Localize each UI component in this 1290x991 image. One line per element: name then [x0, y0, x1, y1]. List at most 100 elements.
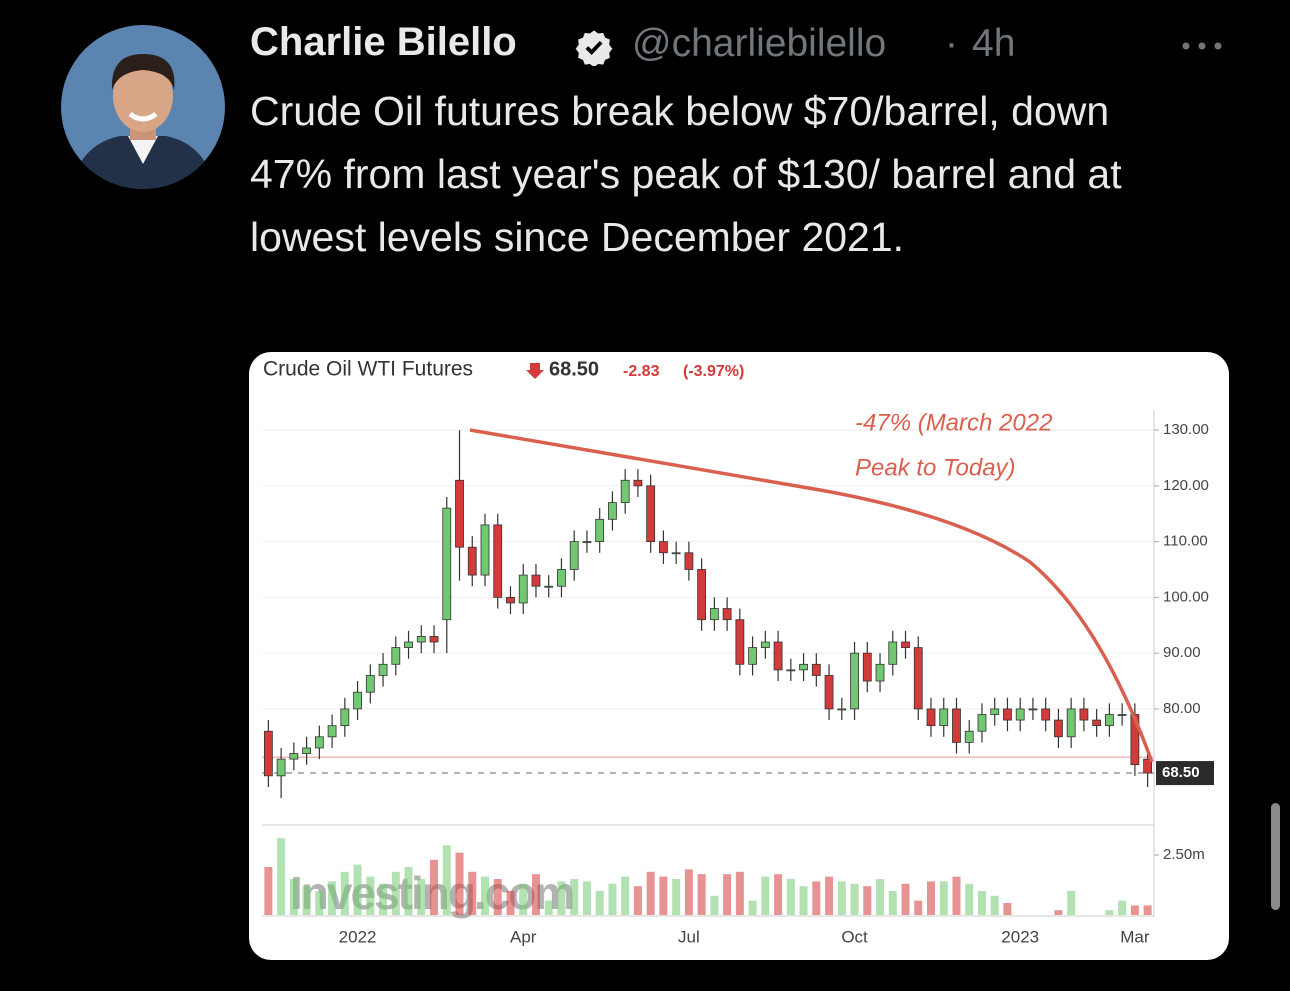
chart-title: Crude Oil WTI Futures: [263, 358, 473, 381]
volume-bar: [1003, 903, 1012, 915]
last-price-label: 68.50: [1162, 764, 1200, 781]
candle-body: [289, 753, 299, 760]
candle-body: [697, 569, 707, 621]
candle-body: [709, 608, 719, 621]
volume-bar: [723, 874, 732, 915]
timestamp[interactable]: 4h: [972, 22, 1016, 65]
display-name[interactable]: Charlie Bilello: [250, 20, 517, 64]
x-tick-label: Jul: [678, 927, 700, 946]
candle-body: [684, 552, 694, 570]
candle-body: [340, 708, 350, 727]
candle-body: [786, 669, 796, 672]
volume-bar: [391, 871, 400, 915]
volume-bar: [417, 879, 426, 915]
candle-body: [1054, 719, 1063, 738]
handle[interactable]: @charliebilello: [632, 22, 887, 65]
volume-tick-label: 2.50m: [1163, 846, 1205, 863]
change-percent: (-3.97%): [683, 363, 744, 380]
volume-bar: [442, 845, 451, 915]
candle-body: [671, 552, 681, 555]
candle-body: [748, 647, 757, 665]
y-tick-label: 90.00: [1163, 644, 1201, 661]
last-price-tag: [1156, 761, 1214, 786]
volume-bar: [289, 879, 298, 915]
candle-body: [518, 574, 528, 604]
candle-body: [314, 736, 324, 749]
annotation: Peak to Today): [855, 454, 1016, 481]
volume-bar: [646, 871, 655, 915]
volume-bar: [519, 883, 528, 915]
x-tick-label: Apr: [510, 927, 537, 946]
volume-bar: [633, 886, 642, 915]
volume-bar: [735, 871, 744, 915]
x-tick-label: 2022: [339, 927, 377, 946]
candle-body: [633, 479, 643, 487]
chart-image[interactable]: Crude Oil WTI Futures 68.50 -2.83 (-3.97…: [249, 352, 1229, 960]
x-tick-label: Mar: [1120, 927, 1150, 946]
candle-body: [467, 546, 477, 576]
volume-bar: [595, 891, 604, 915]
candle-body: [901, 641, 910, 648]
volume-bar: [277, 838, 286, 915]
candle-body: [455, 479, 464, 548]
candle-body: [760, 641, 770, 648]
volume-bar: [328, 881, 337, 915]
candle-body: [1066, 708, 1076, 738]
volume-bar: [366, 876, 375, 915]
volume-bar: [914, 900, 923, 915]
candle-body: [1079, 708, 1089, 721]
volume-bar: [659, 876, 668, 915]
trend-curve: [469, 428, 1154, 763]
volume-bar: [837, 881, 846, 915]
volume-bar: [888, 891, 897, 915]
volume-bar: [799, 886, 808, 915]
volume-bar: [761, 876, 770, 915]
candle-body: [506, 596, 515, 604]
candle-body: [722, 608, 732, 621]
candle-body: [302, 747, 312, 754]
volume-bar: [825, 876, 834, 915]
candle-body: [557, 569, 566, 587]
volume-bar: [621, 876, 630, 915]
volume-bar: [557, 881, 566, 915]
candle-body: [569, 541, 579, 570]
more-button[interactable]: [1178, 36, 1226, 56]
candle-body: [1143, 758, 1153, 774]
y-tick-label: 120.00: [1163, 477, 1209, 494]
scrollbar[interactable]: [1271, 803, 1280, 910]
volume-bar: [850, 883, 859, 915]
candle-body: [480, 524, 490, 576]
change: -2.83: [623, 363, 660, 380]
candle-body: [1003, 708, 1012, 721]
volume-bar: [353, 864, 362, 915]
y-tick-label: 130.00: [1163, 421, 1209, 438]
candle-body: [493, 524, 503, 598]
volume-bar: [1143, 905, 1152, 915]
candle-body: [990, 708, 1000, 715]
avatar[interactable]: [60, 24, 226, 190]
volume-bar: [379, 883, 388, 915]
candle-body: [1028, 708, 1038, 711]
volume-bar: [977, 891, 986, 915]
annotation: -47% (March 2022: [855, 409, 1052, 436]
volume-bar: [430, 859, 439, 915]
candle-body: [799, 663, 808, 671]
volume-bar: [1118, 900, 1127, 915]
candle-body: [939, 708, 949, 727]
volume-bar: [1130, 905, 1139, 915]
candle-body: [620, 479, 630, 503]
candle-body: [862, 652, 872, 682]
candle-body: [875, 663, 885, 682]
volume-bar: [493, 879, 502, 915]
volume-bar: [531, 874, 540, 915]
volume-bar: [481, 876, 489, 915]
verified-badge: [575, 30, 613, 66]
volume-bar: [570, 879, 579, 915]
y-tick-label: 100.00: [1163, 588, 1209, 605]
candle-body: [1105, 714, 1114, 727]
volume-bar: [710, 895, 719, 915]
candle-body: [353, 691, 362, 710]
volume-bar: [939, 881, 948, 915]
volume-bar: [684, 869, 693, 915]
volume-bar: [952, 876, 961, 915]
